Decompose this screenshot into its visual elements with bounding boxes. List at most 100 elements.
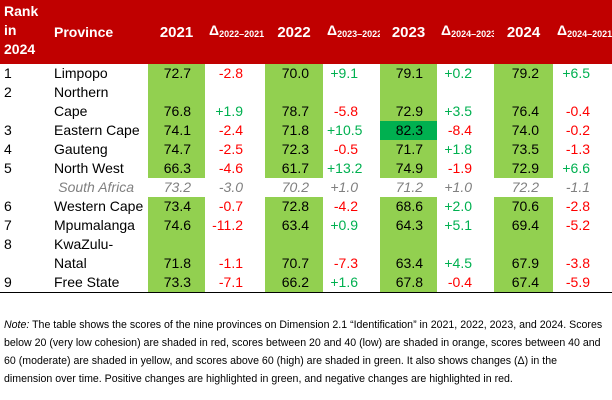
province-cell: South Africa xyxy=(58,179,134,195)
delta-cell: +6.5 xyxy=(562,65,590,81)
rank-cell: 8 xyxy=(4,236,12,252)
score-2024-cell: 72.2 xyxy=(511,179,539,195)
delta-cell: -2.4 xyxy=(218,122,243,138)
province-line: KwaZulu- xyxy=(54,236,114,252)
delta-cell: +6.6 xyxy=(562,160,590,176)
delta-cell: -5.8 xyxy=(333,103,358,119)
delta-2024-2021-header: Δ2024–2021 xyxy=(553,0,612,64)
delta-subscript: 2024–2023 xyxy=(451,28,494,39)
score-2022-cell: 72.3 xyxy=(265,140,323,159)
delta-cell: +9.1 xyxy=(330,65,358,81)
note-text: The table shows the scores of the nine p… xyxy=(4,319,603,385)
score-2022-cell: 71.8 xyxy=(265,121,323,140)
delta-cell: +13.2 xyxy=(327,160,363,176)
delta-cell: -2.8 xyxy=(565,198,590,214)
year-2023-header: 2023 xyxy=(380,0,437,64)
score-2024-cell: 72.9 xyxy=(494,159,553,178)
delta-cell: -0.4 xyxy=(437,273,494,293)
score-2023-cell: 82.3 xyxy=(380,121,437,140)
score-2021-cell: 72.7 xyxy=(148,64,205,83)
header-row: Rank in 2024 Province 2021 Δ2022–2021 20… xyxy=(0,0,612,64)
year-2024-header: 2024 xyxy=(494,0,553,64)
delta-cell: +0.2 xyxy=(444,65,472,81)
province-cell: Limpopo xyxy=(54,65,108,81)
table-row: 4 Gauteng 74.7 -2.5 72.3 -0.5 71.7 +1.8 … xyxy=(0,140,612,159)
delta-cell: -5.2 xyxy=(565,217,590,233)
national-average-row: South Africa 73.2 -3.0 70.2 +1.0 71.2 +1… xyxy=(0,178,612,197)
table-row: 6 Western Cape 73.4 -0.7 72.8 -4.2 68.6 … xyxy=(0,197,612,216)
score-2022-cell: 70.7 xyxy=(265,235,323,273)
rank-cell: 4 xyxy=(4,141,12,157)
delta-cell: +3.5 xyxy=(444,103,472,119)
rank-header-line: 2024 xyxy=(4,41,36,57)
rank-cell: 2 xyxy=(4,84,12,100)
delta-cell: -0.7 xyxy=(218,198,243,214)
delta-symbol: Δ xyxy=(441,21,452,38)
rank-cell: 6 xyxy=(4,198,12,214)
delta-subscript: 2023–2022 xyxy=(337,28,380,39)
score-2024-cell: 74.0 xyxy=(494,121,553,140)
delta-cell: -2.5 xyxy=(218,141,243,157)
rank-cell: 1 xyxy=(4,65,12,81)
delta-cell: -1.1 xyxy=(218,255,243,271)
score-2022-cell: 63.4 xyxy=(265,216,323,235)
year-2022-header: 2022 xyxy=(265,0,323,64)
delta-cell: -0.2 xyxy=(565,122,590,138)
table-row: 1 Limpopo 72.7 -2.8 70.0 +9.1 79.1 +0.2 … xyxy=(0,64,612,83)
score-2021-cell: 74.6 xyxy=(148,216,205,235)
delta-2022-2021-header: Δ2022–2021 xyxy=(205,0,265,64)
score-2024-cell: 67.4 xyxy=(494,273,553,293)
delta-subscript: 2024–2021 xyxy=(567,28,612,39)
score-2021-cell: 66.3 xyxy=(148,159,205,178)
table-row: 9 Free State 73.3 -7.1 66.2 +1.6 67.8 -0… xyxy=(0,273,612,293)
rank-header: Rank in 2024 xyxy=(0,0,50,64)
table-note: Note: The table shows the scores of the … xyxy=(4,316,608,388)
score-2024-cell: 67.9 xyxy=(494,235,553,273)
delta-symbol: Δ xyxy=(327,21,338,38)
delta-cell: -0.4 xyxy=(565,103,590,119)
province-cell: Western Cape xyxy=(54,198,144,214)
delta-cell: -2.8 xyxy=(218,65,243,81)
province-cell: North West xyxy=(54,160,124,176)
rank-cell: 9 xyxy=(0,273,50,293)
score-2021-cell: 74.1 xyxy=(148,121,205,140)
province-cell: KwaZulu- Natal xyxy=(50,235,148,273)
delta-cell: +2.0 xyxy=(444,198,472,214)
score-2021-cell: 76.8 xyxy=(148,83,205,121)
delta-2023-2022-header: Δ2023–2022 xyxy=(323,0,380,64)
province-cell: Free State xyxy=(50,273,148,293)
delta-cell: +5.1 xyxy=(444,217,472,233)
table-row: 7 Mpumalanga 74.6 -11.2 63.4 +0.9 64.3 +… xyxy=(0,216,612,235)
table-row: 2 Northern Cape 76.8 +1.9 78.7 -5.8 72.9… xyxy=(0,83,612,121)
delta-cell: -1.9 xyxy=(447,160,472,176)
score-2024-cell: 79.2 xyxy=(494,64,553,83)
delta-cell: +1.0 xyxy=(444,179,472,195)
delta-symbol: Δ xyxy=(209,21,220,38)
score-2024-cell: 76.4 xyxy=(494,83,553,121)
province-cell: Northern Cape xyxy=(50,83,148,121)
delta-cell: -11.2 xyxy=(212,217,243,233)
province-cell: Mpumalanga xyxy=(54,217,135,233)
province-cell: Eastern Cape xyxy=(54,122,140,138)
delta-subscript: 2022–2021 xyxy=(219,28,265,39)
score-2023-cell: 68.6 xyxy=(380,197,437,216)
score-2023-cell: 71.2 xyxy=(395,179,423,195)
province-line: Northern xyxy=(54,84,109,100)
province-header: Province xyxy=(50,0,148,64)
table-row: 3 Eastern Cape 74.1 -2.4 71.8 +10.5 82.3… xyxy=(0,121,612,140)
score-2023-cell: 63.4 xyxy=(380,235,437,273)
delta-cell: -4.2 xyxy=(333,198,358,214)
score-2024-cell: 73.5 xyxy=(494,140,553,159)
delta-cell: +0.9 xyxy=(330,217,358,233)
delta-cell: -3.8 xyxy=(565,255,590,271)
delta-cell: +4.5 xyxy=(444,255,472,271)
delta-2024-2023-header: Δ2024–2023 xyxy=(437,0,494,64)
rank-cell xyxy=(0,178,50,197)
score-2023-cell: 74.9 xyxy=(380,159,437,178)
delta-symbol: Δ xyxy=(557,21,568,38)
score-2023-cell: 67.8 xyxy=(380,273,437,293)
score-2022-cell: 70.2 xyxy=(281,179,309,195)
score-2022-cell: 70.0 xyxy=(265,64,323,83)
score-2023-cell: 71.7 xyxy=(380,140,437,159)
